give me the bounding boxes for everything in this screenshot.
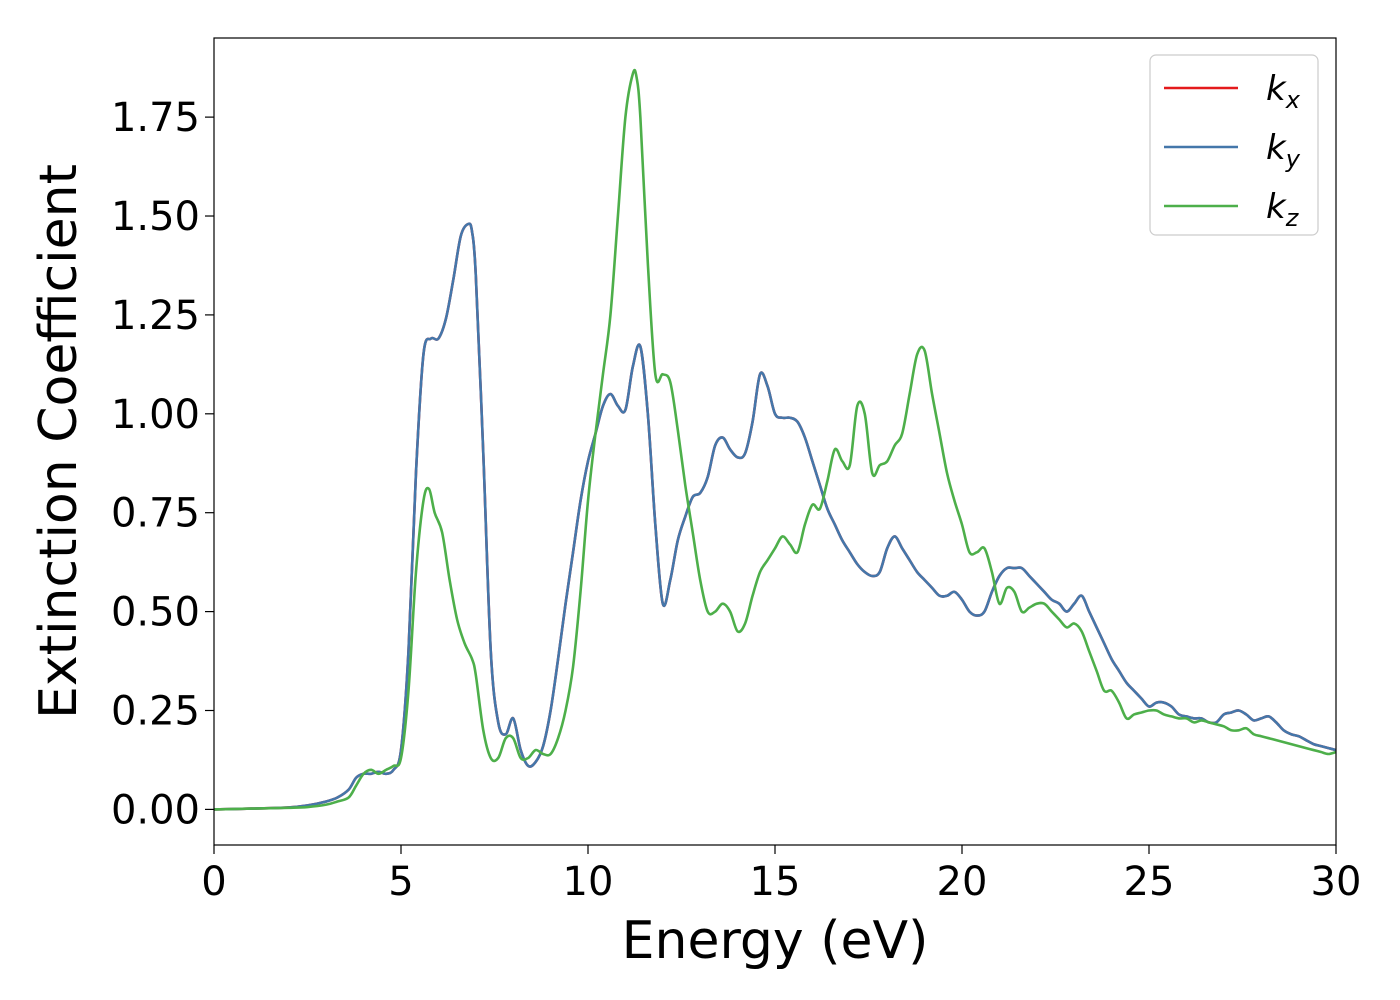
series-layer bbox=[214, 68, 1336, 811]
y-tick-label: 0.75 bbox=[111, 491, 200, 537]
series-line-z bbox=[214, 68, 1336, 811]
y-tick-label: 0.00 bbox=[111, 787, 200, 833]
x-tick-label: 20 bbox=[937, 859, 988, 905]
legend-label-y: ky bbox=[1266, 128, 1301, 173]
legend-label-z: kz bbox=[1266, 187, 1300, 232]
y-tick-label: 1.75 bbox=[111, 95, 200, 141]
y-tick-label: 0.50 bbox=[111, 590, 200, 636]
y-tick-label: 1.00 bbox=[111, 392, 200, 438]
x-tick-label: 5 bbox=[388, 859, 413, 905]
series-line-x bbox=[214, 222, 1336, 811]
legend-box bbox=[1149, 54, 1319, 236]
x-tick-label: 25 bbox=[1124, 859, 1175, 905]
x-tick-label: 10 bbox=[563, 859, 614, 905]
x-tick-label: 0 bbox=[201, 859, 226, 905]
legend-label-x: kx bbox=[1266, 69, 1301, 114]
y-axis-ticks: 0.00 0.25 0.50 0.75 1.00 1.25 1.50 1.75 bbox=[111, 95, 214, 833]
series-line-y bbox=[214, 222, 1336, 811]
y-tick-label: 1.25 bbox=[111, 293, 200, 339]
x-axis-ticks: 0 5 10 15 20 25 30 bbox=[201, 845, 1361, 905]
legend: kx ky kz bbox=[1149, 54, 1319, 236]
y-tick-label: 0.25 bbox=[111, 689, 200, 735]
x-tick-label: 30 bbox=[1311, 859, 1362, 905]
x-axis-title: Energy (eV) bbox=[622, 911, 929, 971]
y-tick-label: 1.50 bbox=[111, 194, 200, 240]
x-tick-label: 15 bbox=[750, 859, 801, 905]
y-axis-title: Extinction Coefficient bbox=[29, 164, 89, 719]
